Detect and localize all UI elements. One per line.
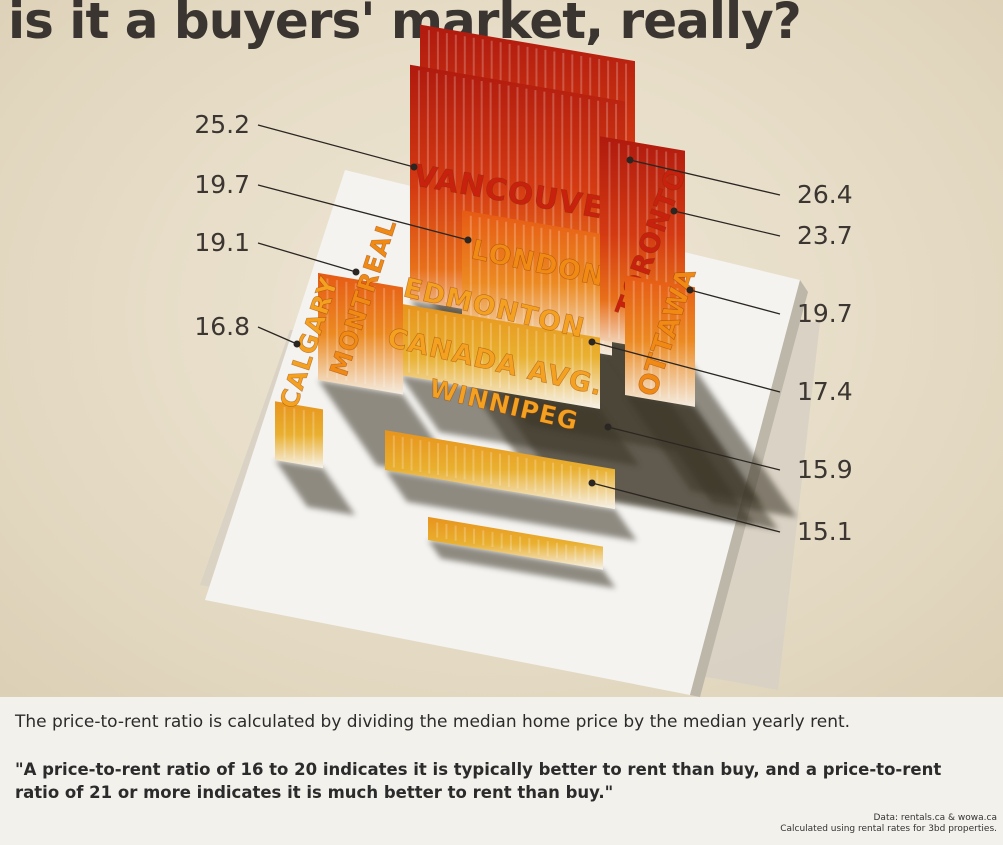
credits: Data: rentals.ca & wowa.ca Calculated us… <box>780 813 997 835</box>
ratio-quote: "A price-to-rent ratio of 16 to 20 indic… <box>15 760 942 802</box>
leader-dot <box>686 286 694 294</box>
leader-dot <box>604 423 612 431</box>
value-label: 19.7 <box>194 170 250 199</box>
bar-london: LONDON <box>462 210 612 356</box>
bar-montreal: MONTREAL <box>318 215 403 395</box>
bar-shadow <box>385 470 637 542</box>
leader-dot <box>670 207 678 215</box>
value-label: 15.9 <box>797 455 853 484</box>
value-labels: 26.4 25.2 19.7 23.7 17.4 19.1 19.7 16.8 15.9 15.1 <box>194 110 852 546</box>
value-label: 26.4 <box>797 180 853 209</box>
value-label: 16.8 <box>194 312 250 341</box>
ratio-definition: The price-to-rent ratio is calculated by… <box>15 712 851 732</box>
data-source: Data: rentals.ca & wowa.ca <box>873 813 998 823</box>
bar-face <box>625 275 695 407</box>
leader-dot <box>588 479 596 487</box>
leader-dot <box>464 236 472 244</box>
leader-dot <box>352 268 360 276</box>
bar-shadow <box>275 460 356 516</box>
bar-shadow <box>400 375 640 467</box>
leader-line <box>257 184 469 241</box>
leader-line <box>591 482 781 533</box>
chart-title: is it a buyers' market, really? <box>8 0 802 50</box>
bar-face <box>385 430 615 510</box>
bar-face <box>275 401 323 469</box>
bar-face <box>318 272 403 395</box>
leader-dot <box>588 338 596 346</box>
value-label: 25.2 <box>194 110 250 139</box>
bar-shadow <box>428 540 616 589</box>
leader-line <box>257 326 298 345</box>
bar-face <box>428 516 603 570</box>
value-label: 19.7 <box>797 299 853 328</box>
bar-face <box>400 303 600 409</box>
leader-dot <box>626 156 634 164</box>
leader-line <box>689 289 781 315</box>
leader-dot <box>410 163 418 171</box>
value-label: 17.4 <box>797 377 853 406</box>
leader-line <box>257 124 415 168</box>
bar-ottawa: OTTAWA <box>625 263 703 407</box>
leader-line <box>607 426 781 471</box>
leader-dot <box>293 340 301 348</box>
bar-face <box>462 210 612 356</box>
bar-toronto: TORONTO <box>600 136 693 355</box>
value-label: 19.1 <box>194 228 250 257</box>
bar-chart-3d: HAMILTONVANCOUVERLONDONTORONTOEDMONTONMO… <box>194 24 853 697</box>
leader-line <box>591 341 781 393</box>
leader-line <box>673 210 781 237</box>
value-label: 23.7 <box>797 221 853 250</box>
bars: HAMILTONVANCOUVERLONDONTORONTOEDMONTONMO… <box>274 24 703 570</box>
method-note: Calculated using rental rates for 3bd pr… <box>780 824 997 834</box>
bar-edmonton: EDMONTON <box>400 272 600 409</box>
leader-lines <box>257 124 781 533</box>
value-label: 15.1 <box>797 517 853 546</box>
caption: The price-to-rent ratio is calculated by… <box>15 712 990 804</box>
leader-line <box>257 242 357 273</box>
leader-line <box>629 159 781 196</box>
infographic-poster: is it a buyers' market, really? <box>0 0 1003 697</box>
